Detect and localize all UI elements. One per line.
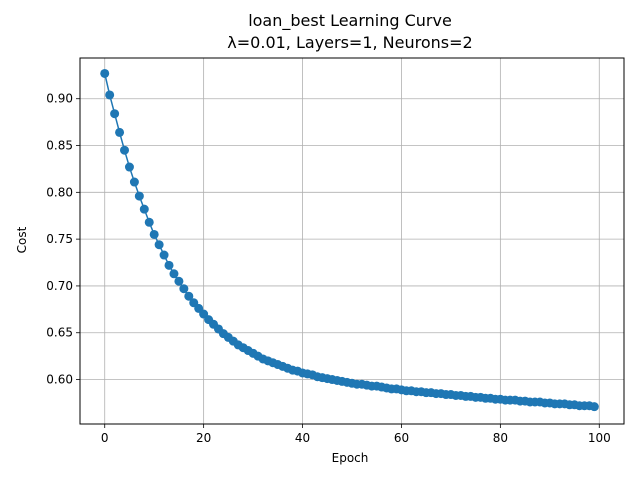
data-point (100, 68, 110, 78)
data-point (169, 269, 179, 279)
data-point (110, 109, 120, 119)
data-point (144, 217, 154, 227)
y-tick-label: 0.75 (46, 232, 73, 246)
data-point (154, 240, 164, 250)
axis-ticks: 0 20 40 60 80 100 0.60 0.65 0.70 0.75 0.80 0.85 0.90 (46, 92, 610, 445)
data-point (159, 250, 169, 260)
y-tick-label: 0.70 (46, 279, 73, 293)
data-point (129, 177, 139, 187)
x-tick-label: 40 (295, 431, 310, 445)
y-tick-label: 0.85 (46, 139, 73, 153)
data-point (184, 291, 194, 301)
data-point (139, 204, 149, 214)
chart-title: loan_best Learning Curve (248, 11, 452, 31)
x-tick-label: 0 (101, 431, 109, 445)
x-axis-label: Epoch (332, 451, 369, 465)
data-point (179, 284, 189, 294)
chart-subtitle: λ=0.01, Layers=1, Neurons=2 (227, 33, 472, 52)
data-point (164, 260, 174, 270)
data-point (115, 127, 125, 137)
grid-lines (80, 58, 624, 424)
data-point (105, 90, 115, 100)
data-point (120, 145, 130, 155)
plot-area-frame (79, 57, 625, 425)
y-axis-label: Cost (15, 226, 29, 253)
y-tick-label: 0.90 (46, 92, 73, 106)
x-tick-label: 100 (588, 431, 611, 445)
data-point (149, 229, 159, 239)
x-tick-label: 60 (394, 431, 409, 445)
y-tick-label: 0.65 (46, 326, 73, 340)
x-tick-label: 20 (196, 431, 211, 445)
data-point (589, 402, 599, 412)
data-point (174, 276, 184, 286)
series-layer (100, 68, 599, 412)
y-tick-label: 0.80 (46, 185, 73, 199)
y-tick-label: 0.60 (46, 373, 73, 387)
data-point (124, 162, 134, 172)
x-tick-label: 80 (493, 431, 508, 445)
data-point (134, 191, 144, 201)
